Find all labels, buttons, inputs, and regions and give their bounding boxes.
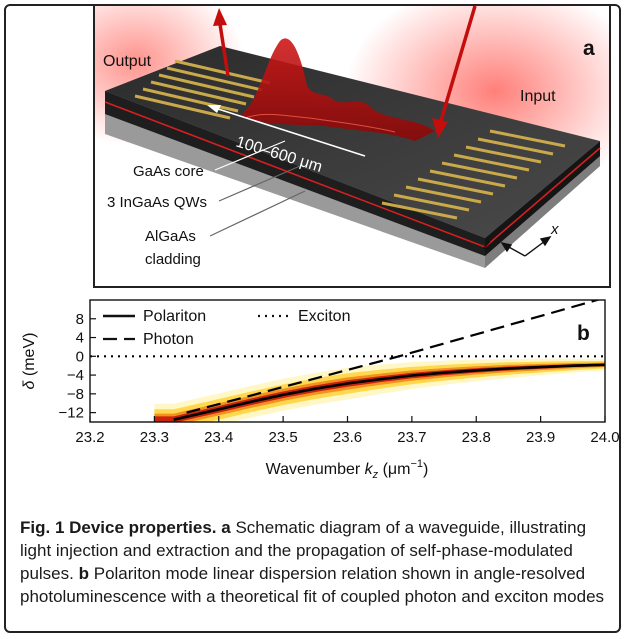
series-photon xyxy=(186,300,601,414)
y-tick-label: 8 xyxy=(76,311,84,328)
y-tick-label: −4 xyxy=(67,367,84,384)
figure-caption: Fig. 1 Device properties. a Schematic di… xyxy=(20,516,615,608)
panel-a-letter: a xyxy=(583,37,595,60)
caption-b-label: b xyxy=(78,564,89,583)
slab-front-face xyxy=(105,91,485,256)
caption-b-text: Polariton mode linear dispersion relatio… xyxy=(20,564,605,606)
pl-heatmap xyxy=(154,358,605,422)
panel-a: 100–600 μm Output Input a GaAs core 3 In… xyxy=(93,6,611,288)
input-arrow xyxy=(432,6,477,138)
qws-label: 3 InGaAs QWs xyxy=(107,194,207,211)
input-grating xyxy=(381,129,566,220)
x-tick-label: 23.5 xyxy=(269,429,298,446)
caption-lead: Fig. 1 Device properties. xyxy=(20,518,217,537)
legend-label-photon: Photon xyxy=(143,331,194,348)
y-ticks: 8 40 −4 −8 −12 xyxy=(59,311,96,422)
chart-legend: Polariton Photon Exciton xyxy=(103,308,350,348)
series-polariton xyxy=(173,363,605,421)
figure-frame: 100–600 μm Output Input a GaAs core 3 In… xyxy=(4,4,621,633)
x-tick-label: 23.9 xyxy=(526,429,555,446)
x-tick-label: 23.3 xyxy=(140,429,169,446)
y-tick-label: −12 xyxy=(59,405,84,422)
y-tick-label: 4 xyxy=(76,330,84,347)
legend-label-polariton: Polariton xyxy=(143,308,206,325)
x-tick-label: 23.2 xyxy=(75,429,104,446)
heatmap-band-3 xyxy=(154,363,605,422)
axis-x-label: x xyxy=(550,221,559,238)
x-tick-label: 23.4 xyxy=(204,429,233,446)
length-arrow xyxy=(207,105,366,157)
x-ticks: 23.2 23.3 23.4 23.5 23.6 23.7 23.8 23.9 24.0 xyxy=(75,416,619,446)
legend-label-exciton: Exciton xyxy=(298,308,350,325)
axis-z-label: z xyxy=(482,236,491,253)
x-tick-label: 23.7 xyxy=(397,429,426,446)
core-pointer xyxy=(214,140,286,171)
heatmap-band-1 xyxy=(154,361,605,422)
cladding-label-2: cladding xyxy=(145,251,201,268)
x-tick-label: 24.0 xyxy=(590,429,619,446)
output-arrow xyxy=(213,8,230,77)
caption-a-label: a xyxy=(221,518,231,537)
output-grating xyxy=(134,59,271,120)
qw-line xyxy=(104,101,601,248)
core-label: GaAs core xyxy=(133,163,204,180)
cladding-label-1: AlGaAs xyxy=(145,228,196,245)
dispersion-chart: 23.2 23.3 23.4 23.5 23.6 23.7 23.8 23.9 24.0 8 40… xyxy=(21,299,619,481)
y-axis-label: δ (meV) xyxy=(21,333,38,390)
panel-b-letter: b xyxy=(577,322,590,345)
x-tick-label: 23.6 xyxy=(333,429,362,446)
chart-series xyxy=(90,300,605,421)
qws-pointer xyxy=(218,165,301,202)
waveguide-schematic: 100–600 μm Output Input a GaAs core 3 In… xyxy=(95,6,609,268)
cladding-pointer xyxy=(209,190,306,237)
input-label: Input xyxy=(520,88,556,105)
y-tick-label: −8 xyxy=(67,386,84,403)
x-tick-label: 23.8 xyxy=(462,429,491,446)
caption-a-text: Schematic diagram of a waveguide, illust… xyxy=(20,518,587,583)
x-axis-label: Wavenumber kz (μm−1) xyxy=(266,458,429,481)
y-tick-label: 0 xyxy=(76,348,84,365)
output-label: Output xyxy=(103,53,152,70)
axes-indicator xyxy=(500,235,552,257)
